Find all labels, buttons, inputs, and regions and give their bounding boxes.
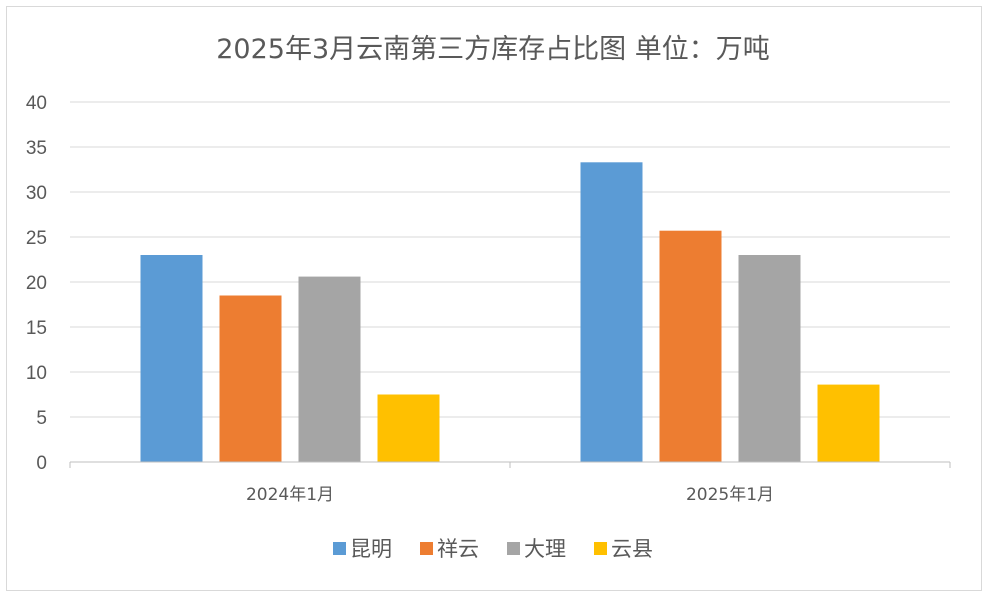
y-tick-label: 30 [26, 183, 47, 204]
bars [140, 162, 880, 463]
y-tick-label: 20 [26, 273, 47, 294]
y-tick-label: 10 [26, 363, 47, 384]
legend-label: 大理 [524, 537, 566, 561]
x-category-label: 2025年1月 [686, 485, 774, 505]
bar-云县-2025年1月 [817, 384, 880, 462]
y-tick-label: 15 [26, 318, 47, 339]
x-axis: 2024年1月 2025年1月 [69, 461, 951, 505]
bar-大理-2024年1月 [298, 276, 361, 462]
legend-label: 云县 [611, 537, 653, 561]
y-tick-label: 25 [26, 228, 47, 249]
y-tick-label: 35 [26, 138, 47, 159]
legend-swatch [594, 542, 607, 555]
chart-title: 2025年3月云南第三方库存占比图 单位：万吨 [216, 34, 769, 65]
y-tick-label: 5 [36, 408, 47, 429]
legend-label: 昆明 [350, 537, 392, 561]
y-tick-label: 0 [36, 453, 47, 474]
bar-昆明-2025年1月 [580, 162, 643, 463]
bar-大理-2025年1月 [738, 255, 801, 462]
y-axis-ticks: 0 5 10 15 20 25 30 35 40 [26, 93, 47, 474]
legend-swatch [507, 542, 520, 555]
x-category-label: 2024年1月 [246, 485, 334, 505]
gridlines [70, 101, 950, 418]
legend-label: 祥云 [437, 537, 479, 561]
legend-swatch [333, 542, 346, 555]
legend: 昆明 祥云 大理 云县 [333, 537, 653, 561]
bar-祥云-2025年1月 [659, 230, 722, 462]
legend-swatch [420, 542, 433, 555]
bar-祥云-2024年1月 [219, 295, 282, 462]
bar-云县-2024年1月 [377, 394, 440, 462]
y-tick-label: 40 [26, 93, 47, 114]
bar-昆明-2024年1月 [140, 255, 203, 462]
